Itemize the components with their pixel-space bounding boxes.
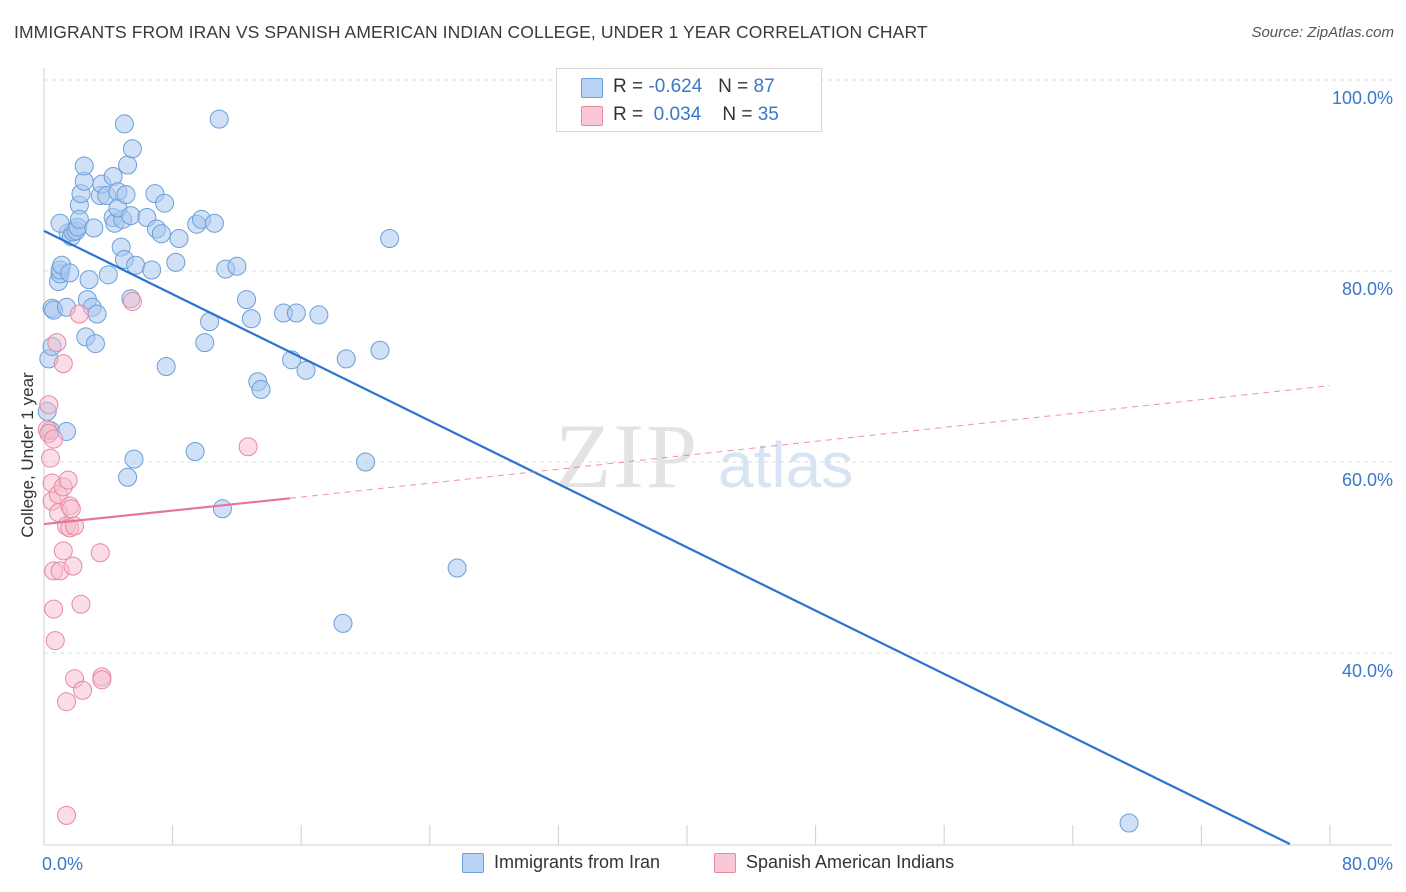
y-tick-label: 80.0%: [1342, 279, 1393, 299]
y-tick-label: 100.0%: [1332, 88, 1393, 108]
y-tick-label: 40.0%: [1342, 661, 1393, 681]
data-point-spanish: [44, 599, 64, 619]
watermark: ZIP atlas: [555, 405, 853, 507]
legend-swatch-blue: [581, 78, 603, 98]
x-tick-label: 0.0%: [42, 854, 83, 874]
data-point-iran: [251, 379, 271, 399]
data-point-iran: [209, 109, 229, 129]
data-point-iran: [336, 349, 356, 369]
data-point-spanish: [53, 354, 73, 374]
watermark-zip: ZIP: [555, 405, 699, 507]
legend-n-value: 87: [753, 76, 775, 97]
chart-title: IMMIGRANTS FROM IRAN VS SPANISH AMERICAN…: [14, 22, 928, 42]
data-point-iran: [79, 270, 99, 290]
series-immigrants-from-iran: [37, 109, 1139, 833]
data-point-iran: [122, 139, 142, 159]
data-point-iran: [212, 499, 232, 519]
data-point-iran: [241, 309, 261, 329]
data-point-iran: [195, 333, 215, 353]
data-point-spanish: [122, 292, 142, 312]
data-point-iran: [98, 265, 118, 285]
data-point-spanish: [57, 805, 77, 825]
data-point-iran: [380, 229, 400, 249]
data-point-iran: [118, 155, 138, 175]
bottom-legend-swatch-pink: [714, 853, 736, 873]
data-point-iran: [84, 218, 104, 238]
data-point-spanish: [58, 470, 78, 490]
data-point-spanish: [40, 448, 60, 468]
data-point-spanish: [45, 631, 65, 651]
data-point-iran: [87, 304, 107, 324]
trend-line-iran: [43, 229, 1291, 845]
data-point-iran: [370, 340, 390, 360]
legend-n-label: N =: [718, 76, 749, 97]
trend-line-spanish-extension: [289, 385, 1331, 499]
watermark-atlas: atlas: [718, 429, 853, 501]
data-point-spanish: [53, 541, 73, 561]
data-point-iran: [124, 449, 144, 469]
data-point-iran: [142, 260, 162, 280]
legend-n-label: N =: [722, 104, 753, 125]
bottom-legend-label: Spanish American Indians: [746, 852, 955, 872]
legend-swatch-pink: [581, 106, 603, 126]
data-point-spanish: [57, 692, 77, 712]
data-point-iran: [50, 213, 70, 233]
y-axis-label: College, Under 1 year: [18, 372, 37, 538]
data-point-spanish: [90, 543, 110, 563]
legend-r-label: R =: [613, 104, 644, 125]
data-point-iran: [74, 156, 94, 176]
y-tick-label: 60.0%: [1342, 470, 1393, 490]
data-point-iran: [286, 303, 306, 323]
data-point-iran: [296, 360, 316, 380]
data-point-spanish: [71, 594, 91, 614]
trend-line-spanish: [43, 497, 291, 526]
data-point-iran: [126, 255, 146, 275]
data-point-spanish: [39, 395, 59, 415]
data-point-iran: [166, 252, 186, 272]
legend-r-value: 0.034: [653, 104, 702, 125]
data-point-spanish: [69, 304, 89, 324]
data-point-iran: [237, 290, 257, 310]
grid-lines: [44, 79, 1392, 654]
bottom-legend-swatch-blue: [462, 853, 484, 873]
data-point-spanish: [238, 437, 258, 457]
data-point-iran: [116, 185, 136, 205]
data-point-iran: [1119, 813, 1139, 833]
data-point-iran: [114, 114, 134, 134]
data-point-iran: [185, 441, 205, 461]
data-point-iran: [156, 357, 176, 376]
data-point-iran: [309, 305, 329, 325]
trend-lines: [43, 229, 1331, 845]
legend-r-label: R =: [613, 76, 644, 97]
data-point-iran: [60, 263, 80, 283]
data-point-iran: [118, 467, 138, 487]
tick-labels: 40.0% 60.0% 80.0% 100.0% 0.0% 80.0%: [42, 88, 1393, 874]
legend: R = -0.624 N = 87 R = 0.034 N = 35: [556, 68, 822, 132]
data-point-iran: [155, 193, 175, 213]
data-point-iran: [121, 206, 141, 226]
data-point-iran: [447, 558, 467, 578]
x-tick-label: 80.0%: [1342, 854, 1393, 874]
data-point-spanish: [92, 670, 112, 690]
data-point-spanish: [47, 333, 67, 353]
data-point-spanish: [44, 429, 64, 449]
data-point-spanish: [61, 499, 81, 519]
series-spanish-american-indians: [37, 292, 258, 825]
data-point-spanish: [63, 556, 83, 576]
legend-r-value: -0.624: [648, 76, 703, 97]
data-point-iran: [356, 452, 375, 472]
data-point-iran: [69, 209, 89, 229]
data-point-iran: [204, 213, 224, 233]
data-point-spanish: [73, 680, 93, 700]
data-point-iran: [227, 256, 247, 276]
legend-n-value: 35: [757, 104, 779, 125]
source-label: Source: ZipAtlas.com: [1251, 24, 1394, 41]
bottom-legend-label: Immigrants from Iran: [494, 852, 661, 872]
data-point-iran: [85, 334, 105, 354]
data-point-iran: [169, 229, 189, 249]
data-point-iran: [333, 613, 353, 633]
data-point-iran: [151, 224, 171, 244]
